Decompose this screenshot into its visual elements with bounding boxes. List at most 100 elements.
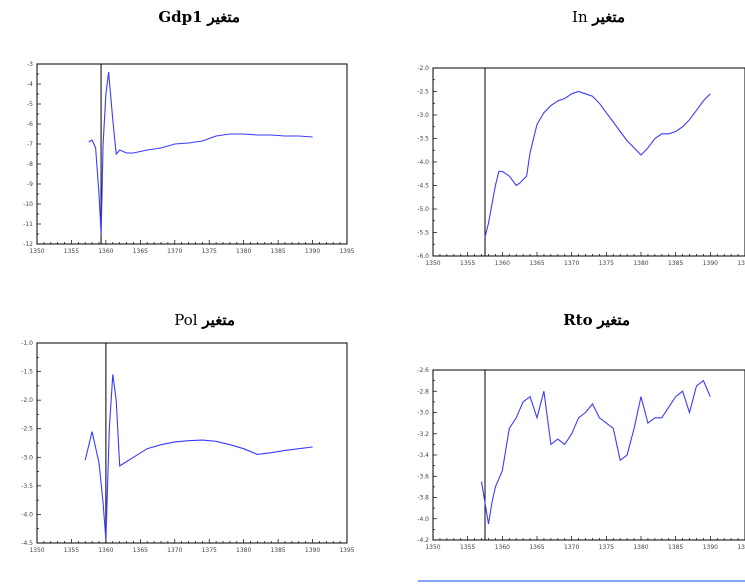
y-tick-label: -4.0	[417, 159, 429, 166]
chart-rto: -2.6 -2.8 -3.0 -3.2 -3.4 -3.6 -3.8 -4.0 -4.21350…	[417, 367, 745, 551]
title-variable: In	[572, 8, 588, 26]
title-arabic: متغير	[592, 8, 625, 26]
y-tick-label: -11	[23, 221, 33, 228]
y-tick-label: -1.5	[21, 369, 33, 376]
x-tick-label: 1360	[495, 544, 510, 551]
y-tick-label: -4.5	[21, 540, 33, 547]
title-arabic: متغير	[597, 311, 630, 329]
y-tick-label: -3.5	[417, 136, 429, 143]
chart-in: -2.0 -2.5 -3.0 -3.5 -4.0 -4.5 -5.0 -5.5 -6.01350…	[417, 65, 745, 267]
x-tick-label: 1395	[737, 544, 745, 551]
chart-title-pol: متغير Pol	[130, 311, 235, 329]
y-tick-label: -4.2	[417, 537, 429, 544]
plot-frame	[36, 63, 348, 245]
x-tick-label: 1375	[599, 260, 614, 267]
plot-frame	[432, 369, 745, 541]
y-tick-label: -5.0	[417, 206, 429, 213]
chart-title-in: متغير In	[525, 8, 625, 26]
y-tick-label: -6.0	[417, 253, 429, 260]
y-tick-label: -3.6	[417, 473, 429, 480]
x-tick-label: 1350	[29, 248, 44, 255]
y-tick-label: -2.5	[417, 89, 429, 96]
x-tick-label: 1370	[564, 544, 579, 551]
x-tick-label: 1395	[339, 547, 354, 554]
plot-frame	[36, 342, 348, 544]
series-line	[88, 71, 313, 235]
x-tick-label: 1390	[703, 544, 718, 551]
y-tick-label: -2.5	[21, 426, 33, 433]
y-tick-label: -2.0	[417, 65, 429, 72]
x-tick-label: 1370	[167, 248, 182, 255]
y-tick-label: -2.6	[417, 367, 429, 374]
x-tick-label: 1390	[305, 248, 320, 255]
x-tick-label: 1375	[202, 248, 217, 255]
x-tick-label: 1385	[668, 260, 683, 267]
y-tick-label: -1.0	[21, 340, 33, 347]
y-tick-label: -7	[27, 141, 33, 148]
y-tick-label: -4.0	[21, 511, 33, 518]
y-tick-label: -4	[27, 81, 33, 88]
x-tick-label: 1365	[133, 248, 148, 255]
x-tick-label: 1360	[98, 547, 113, 554]
x-tick-label: 1380	[633, 544, 648, 551]
y-tick-label: -8	[27, 161, 33, 168]
x-tick-label: 1380	[236, 547, 251, 554]
series-line	[480, 379, 711, 525]
x-tick-label: 1355	[64, 248, 79, 255]
series-line	[84, 374, 313, 541]
y-tick-label: -2.0	[21, 397, 33, 404]
x-tick-label: 1365	[133, 547, 148, 554]
x-tick-label: 1395	[339, 248, 354, 255]
x-tick-label: 1350	[29, 547, 44, 554]
x-tick-label: 1360	[495, 260, 510, 267]
y-tick-label: -5.5	[417, 230, 429, 237]
x-tick-label: 1355	[460, 544, 475, 551]
x-tick-label: 1355	[460, 260, 475, 267]
y-tick-label: -3.5	[21, 483, 33, 490]
y-tick-label: -3.0	[21, 454, 33, 461]
x-tick-label: 1360	[98, 248, 113, 255]
x-tick-label: 1365	[529, 544, 544, 551]
x-tick-label: 1350	[425, 260, 440, 267]
x-tick-label: 1380	[236, 248, 251, 255]
y-tick-label: -12	[23, 241, 33, 248]
x-tick-label: 1375	[599, 544, 614, 551]
title-variable: Rto	[563, 311, 593, 329]
y-tick-label: -10	[23, 201, 33, 208]
y-tick-label: -3.4	[417, 452, 429, 459]
series-line	[484, 90, 711, 238]
x-tick-label: 1355	[64, 547, 79, 554]
y-tick-label: -6	[27, 121, 33, 128]
chart-title-rto: متغير Rto	[520, 311, 630, 329]
x-tick-label: 1390	[305, 547, 320, 554]
y-tick-label: -3	[27, 61, 33, 68]
title-arabic: متغير	[207, 8, 240, 26]
title-variable: Pol	[174, 311, 198, 329]
title-variable: Gdp1	[158, 8, 203, 26]
y-tick-label: -5	[27, 101, 33, 108]
x-tick-label: 1370	[564, 260, 579, 267]
x-tick-label: 1365	[529, 260, 544, 267]
y-tick-label: -9	[27, 181, 33, 188]
x-tick-label: 1375	[202, 547, 217, 554]
y-tick-label: -3.2	[417, 431, 429, 438]
x-tick-label: 1390	[703, 260, 718, 267]
y-tick-label: -3.8	[417, 495, 429, 502]
chart-title-gdp1: متغير Gdp1	[130, 8, 240, 26]
bottom-divider	[418, 580, 745, 582]
x-tick-label: 1385	[668, 544, 683, 551]
x-tick-label: 1370	[167, 547, 182, 554]
y-tick-label: -3.0	[417, 112, 429, 119]
x-tick-label: 1395	[737, 260, 745, 267]
y-tick-label: -4.5	[417, 183, 429, 190]
title-arabic: متغير	[202, 311, 235, 329]
x-tick-label: 1385	[270, 248, 285, 255]
y-tick-label: -3.0	[417, 410, 429, 417]
y-tick-label: -4.0	[417, 516, 429, 523]
x-tick-label: 1380	[633, 260, 648, 267]
y-tick-label: -2.8	[417, 388, 429, 395]
x-tick-label: 1350	[425, 544, 440, 551]
x-tick-label: 1385	[270, 547, 285, 554]
